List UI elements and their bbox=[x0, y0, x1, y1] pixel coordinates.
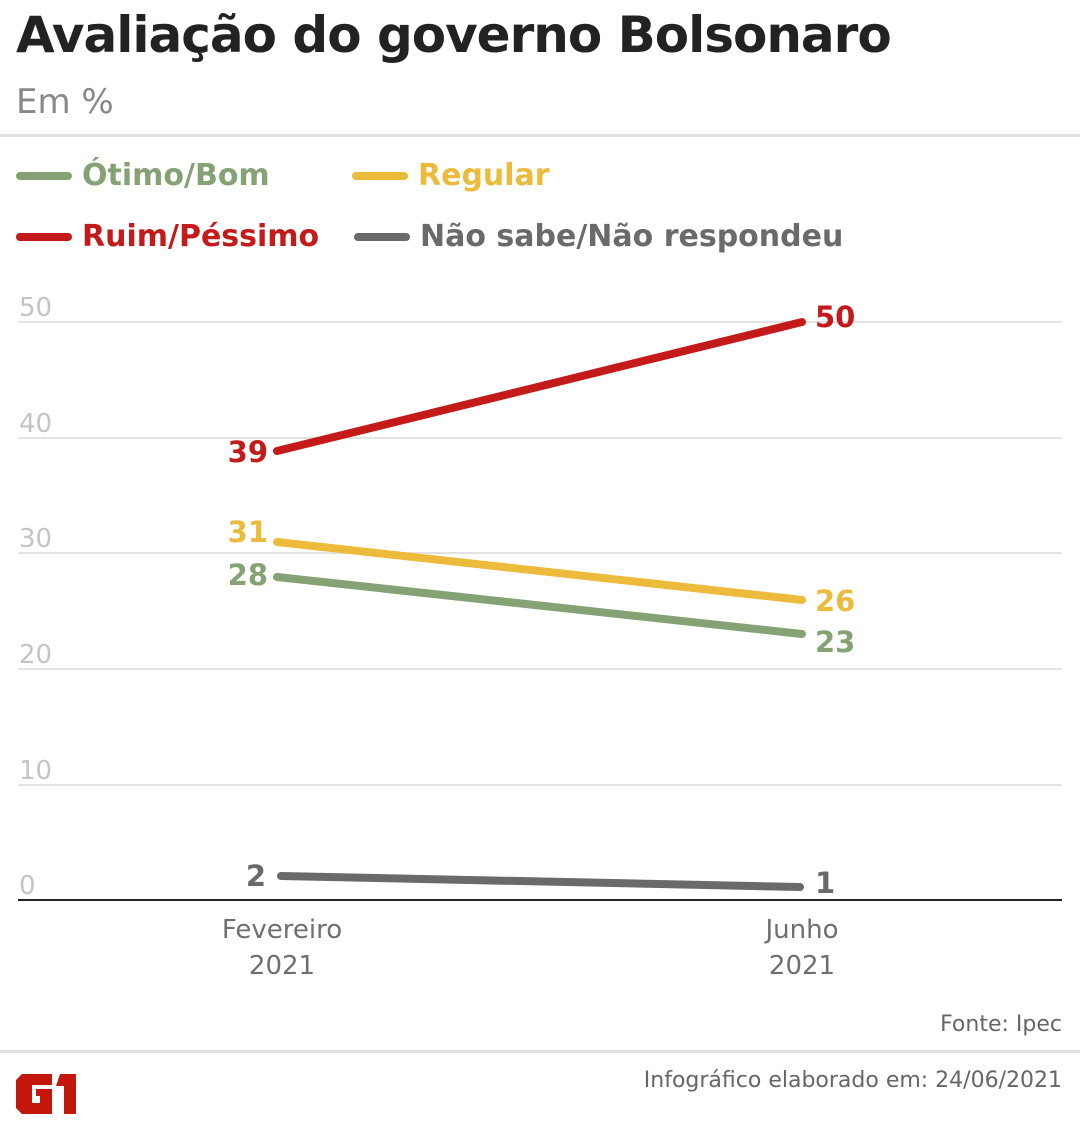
y-tick: 40 bbox=[19, 409, 52, 439]
data-label-regular-jun: 26 bbox=[815, 584, 855, 618]
legend-label: Ótimo/Bom bbox=[82, 158, 270, 193]
line-chart: 50 40 30 20 10 0 39 50 31 26 28 23 2 1 F… bbox=[18, 293, 1062, 981]
x-tick-line1: Junho bbox=[763, 915, 838, 945]
x-tick-line2: 2021 bbox=[769, 951, 835, 981]
legend-item-ruim-pessimo: Ruim/Péssimo bbox=[16, 219, 319, 254]
g1-logo-icon bbox=[16, 1074, 76, 1114]
chart-subtitle: Em % bbox=[16, 82, 114, 122]
y-tick: 30 bbox=[19, 524, 52, 554]
legend-label: Ruim/Péssimo bbox=[82, 219, 320, 254]
data-label-otimo-bom-feb: 28 bbox=[228, 558, 268, 592]
legend-swatch-icon bbox=[16, 232, 72, 241]
gridlines bbox=[18, 321, 1062, 786]
x-axis-ticks: Fevereiro 2021 Junho 2021 bbox=[222, 915, 839, 981]
legend-label: Não sabe/Não respondeu bbox=[420, 219, 844, 254]
legend-item-otimo-bom: Ótimo/Bom bbox=[16, 158, 270, 193]
data-label-otimo-bom-jun: 23 bbox=[815, 625, 855, 659]
footer-divider bbox=[0, 1050, 1080, 1053]
legend-item-regular: Regular bbox=[352, 158, 550, 193]
data-label-ruim-pessimo-feb: 39 bbox=[228, 435, 268, 469]
header-divider bbox=[0, 134, 1080, 137]
credit-note: Infográfico elaborado em: 24/06/2021 bbox=[643, 1068, 1062, 1093]
series-line-nao-sabe bbox=[277, 872, 804, 891]
legend-swatch-icon bbox=[352, 171, 408, 180]
series-line-regular bbox=[273, 538, 806, 604]
source-note: Fonte: Ipec bbox=[940, 1012, 1062, 1037]
x-tick-line1: Fevereiro bbox=[222, 915, 342, 945]
y-tick: 50 bbox=[19, 293, 52, 323]
legend-swatch-icon bbox=[16, 171, 72, 180]
legend-item-nao-sabe: Não sabe/Não respondeu bbox=[354, 219, 843, 254]
series-line-otimo-bom bbox=[273, 573, 806, 638]
legend-swatch-icon bbox=[354, 232, 410, 241]
y-tick: 10 bbox=[19, 756, 52, 786]
series-line-ruim-pessimo bbox=[273, 318, 806, 455]
y-tick: 20 bbox=[19, 640, 52, 670]
data-label-nao-sabe-jun: 1 bbox=[815, 866, 835, 900]
chart-title: Avaliação do governo Bolsonaro bbox=[16, 6, 892, 64]
y-axis-ticks: 50 40 30 20 10 0 bbox=[19, 293, 52, 901]
y-tick: 0 bbox=[19, 871, 36, 901]
x-tick-line2: 2021 bbox=[249, 951, 315, 981]
data-label-regular-feb: 31 bbox=[228, 515, 268, 549]
legend-label: Regular bbox=[418, 158, 550, 193]
data-label-nao-sabe-feb: 2 bbox=[246, 859, 266, 893]
data-label-ruim-pessimo-jun: 50 bbox=[815, 300, 855, 334]
